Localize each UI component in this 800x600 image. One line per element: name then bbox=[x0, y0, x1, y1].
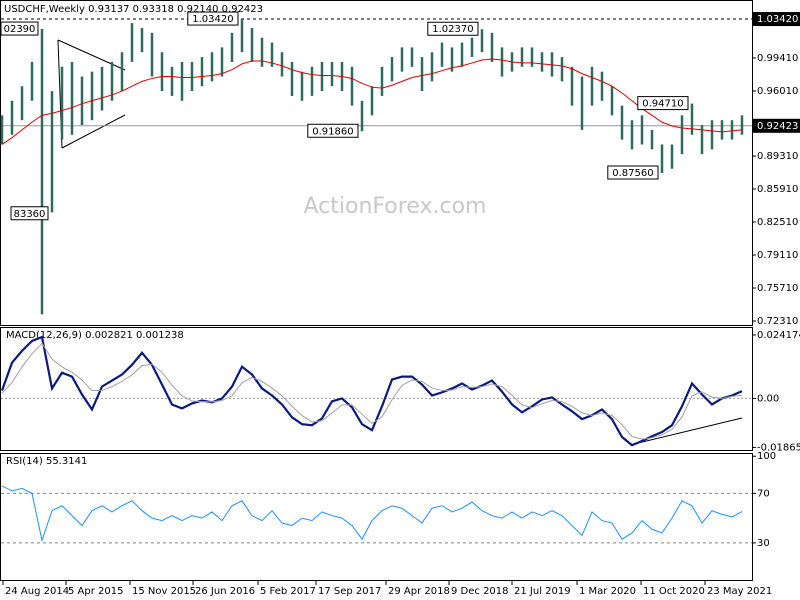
annotation-box bbox=[427, 21, 479, 36]
x-tick-label: 5 Apr 2015 bbox=[68, 586, 123, 597]
y-tick-label: 0.99410 bbox=[757, 53, 798, 64]
indicator-line bbox=[1, 342, 743, 440]
y-tick-label: 100 bbox=[757, 451, 776, 462]
rsi-panel bbox=[0, 453, 753, 581]
macd-title: MACD(12,26,9) 0.002821 0.001238 bbox=[6, 330, 184, 341]
annotation-label: 1.02370 bbox=[432, 24, 473, 35]
triangle-lower-line bbox=[61, 114, 126, 149]
annotation-label: 0.91860 bbox=[312, 126, 353, 137]
y-tick-label: 0.79110 bbox=[757, 250, 798, 261]
x-tick-label: 21 Jul 2019 bbox=[514, 586, 571, 597]
annotation-label: 1.03420 bbox=[192, 14, 233, 25]
annotation: 1.03420 bbox=[187, 11, 239, 26]
annotation-label: 83360 bbox=[14, 209, 46, 220]
annotation-label: 0.87560 bbox=[612, 168, 653, 179]
macd-trend-line bbox=[629, 417, 743, 446]
price-axis-box bbox=[753, 12, 800, 27]
x-tick-label: 23 May 2021 bbox=[707, 586, 772, 597]
x-tick-label: 15 Nov 2015 bbox=[132, 586, 196, 597]
y-tick-label: 70 bbox=[757, 488, 770, 499]
price-axis-label: 0.92423 bbox=[757, 121, 798, 132]
y-tick-label: 0.00 bbox=[757, 393, 779, 404]
price-axis-label: 1.03420 bbox=[757, 14, 798, 25]
indicator-line bbox=[0, 335, 743, 447]
annotation-box bbox=[0, 21, 39, 36]
y-tick-label: 0.85910 bbox=[757, 184, 798, 195]
x-tick-label: 17 Sep 2017 bbox=[318, 586, 381, 597]
x-tick-label: 11 Oct 2020 bbox=[643, 586, 705, 597]
y-tick-label: 0.82510 bbox=[757, 217, 798, 228]
x-tick-label: 24 Aug 2014 bbox=[5, 586, 69, 597]
x-tick-label: 9 Dec 2018 bbox=[451, 586, 509, 597]
annotation: 1.02370 bbox=[427, 21, 479, 36]
annotation-box bbox=[637, 96, 689, 111]
y-tick-label: 0.72310 bbox=[757, 316, 798, 327]
annotation: 83360 bbox=[10, 206, 49, 221]
x-tick-label: 29 Apr 2018 bbox=[388, 586, 450, 597]
rsi-title: RSI(14) 55.3141 bbox=[6, 456, 87, 467]
x-tick-label: 1 Mar 2020 bbox=[579, 586, 636, 597]
annotation: 02390 bbox=[0, 21, 39, 36]
y-tick-label: 0.024174 bbox=[757, 330, 800, 341]
y-tick-label: 0.75710 bbox=[757, 283, 798, 294]
y-tick-label: -0.018653 bbox=[757, 442, 800, 453]
y-tick-label: 0.89310 bbox=[757, 151, 798, 162]
watermark: ActionForex.com bbox=[304, 194, 487, 219]
annotation: 0.91860 bbox=[307, 123, 359, 138]
annotation-box bbox=[10, 206, 49, 221]
x-tick-label: 26 Jun 2016 bbox=[195, 586, 255, 597]
annotation-box bbox=[187, 11, 239, 26]
y-tick-label: 0.96010 bbox=[757, 86, 798, 97]
annotation: 0.94710 bbox=[637, 96, 689, 111]
annotation-label: 0.94710 bbox=[642, 99, 683, 110]
triangle-upper-line bbox=[57, 39, 126, 71]
price-title: USDCHF,Weekly 0.93137 0.93318 0.92140 0.… bbox=[4, 4, 263, 15]
moving-average bbox=[1, 58, 743, 145]
annotation-label: 02390 bbox=[4, 24, 36, 35]
price-panel bbox=[0, 0, 753, 326]
indicator-line bbox=[1, 485, 743, 543]
x-tick-label: 5 Feb 2017 bbox=[260, 586, 316, 597]
annotation-box bbox=[607, 165, 659, 180]
price-axis-box bbox=[753, 118, 800, 133]
y-tick-label: 30 bbox=[757, 538, 770, 549]
annotation: 0.87560 bbox=[607, 165, 659, 180]
annotation-box bbox=[307, 123, 359, 138]
macd-panel bbox=[0, 327, 753, 451]
